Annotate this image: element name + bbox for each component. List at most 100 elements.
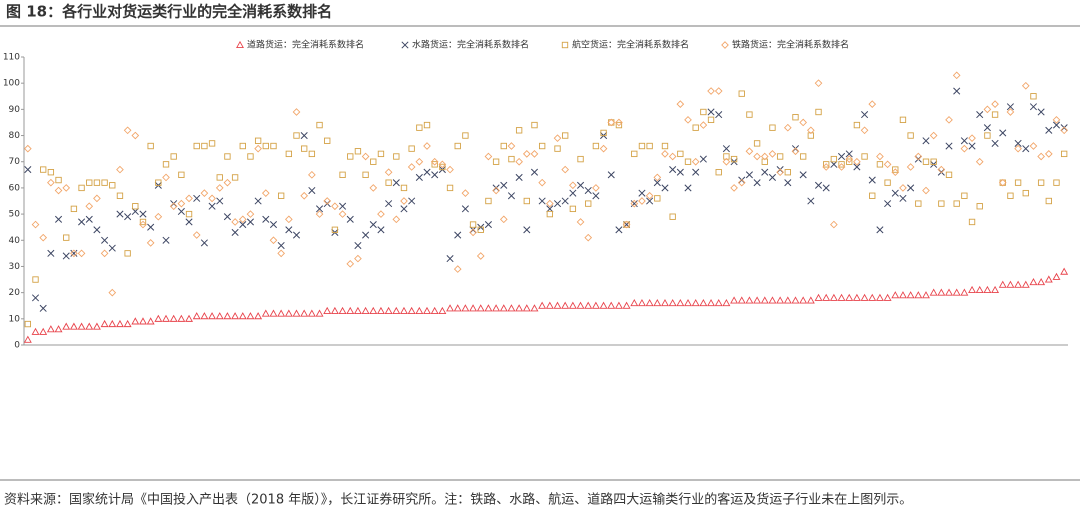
point [177,314,186,322]
point [562,132,569,139]
point [822,184,830,192]
point [868,176,876,184]
point [745,147,754,156]
point [254,312,263,320]
point [891,168,900,177]
point [914,152,923,161]
point [945,142,953,150]
point [62,322,71,330]
point [623,221,631,229]
point [530,168,539,176]
point [638,189,646,197]
point [492,186,500,195]
point [239,221,247,229]
point [499,215,508,224]
point [369,221,377,229]
point [892,166,899,173]
point [231,218,239,226]
point [968,218,976,226]
point [852,293,861,301]
point [561,165,570,174]
point [538,178,546,187]
point [599,301,608,309]
point [630,199,639,208]
point [668,298,677,307]
point [677,150,684,158]
point [485,197,492,205]
point [830,220,838,229]
point [270,142,277,150]
point [960,144,969,153]
point [169,314,178,322]
point [346,215,354,223]
point [515,157,523,166]
point [876,152,884,161]
y-tick-label: 0 [14,341,20,351]
point [423,142,431,150]
legend-marker [401,41,409,49]
point [822,163,831,171]
point [884,200,892,208]
point [991,139,999,147]
point [746,111,753,118]
point [62,252,70,260]
point [783,123,792,132]
point [170,153,177,160]
point [247,153,254,160]
point [338,210,347,218]
point [461,189,470,197]
source-note: 资料来源：国家统计局《中国投入产出表（2018 年版）》，长江证券研究所。注：铁… [4,492,912,508]
point [1045,197,1052,205]
point [324,137,331,144]
point [914,291,923,299]
point [169,202,178,211]
point [615,118,623,127]
point [968,134,976,143]
point [331,202,339,211]
point [370,158,377,165]
point [715,111,723,119]
point [646,142,653,150]
point [906,163,915,171]
point [722,298,731,307]
point [246,218,255,226]
point [192,231,201,239]
point [592,192,600,200]
point [960,288,969,296]
point [101,236,109,244]
point [553,134,562,143]
point [415,173,423,181]
point [400,184,408,192]
point [553,301,562,309]
point [730,296,739,304]
point [131,317,140,325]
point [415,306,424,314]
point [707,116,715,124]
point [238,215,247,224]
point [515,304,524,312]
point [39,327,48,335]
point [753,152,761,161]
point [361,306,370,314]
point [945,171,953,178]
point [78,218,86,226]
point [907,132,914,139]
point [238,312,247,320]
point [315,205,324,213]
point [929,288,938,296]
point [875,293,884,301]
point [661,184,669,192]
point [139,210,147,218]
point [108,244,116,252]
point [684,158,692,165]
point [607,171,615,179]
point [354,148,362,155]
point [783,296,792,304]
point [760,296,769,304]
point [254,144,262,153]
point [884,179,891,186]
point [837,293,846,301]
point [622,301,631,309]
point [853,163,861,171]
point [861,153,868,160]
